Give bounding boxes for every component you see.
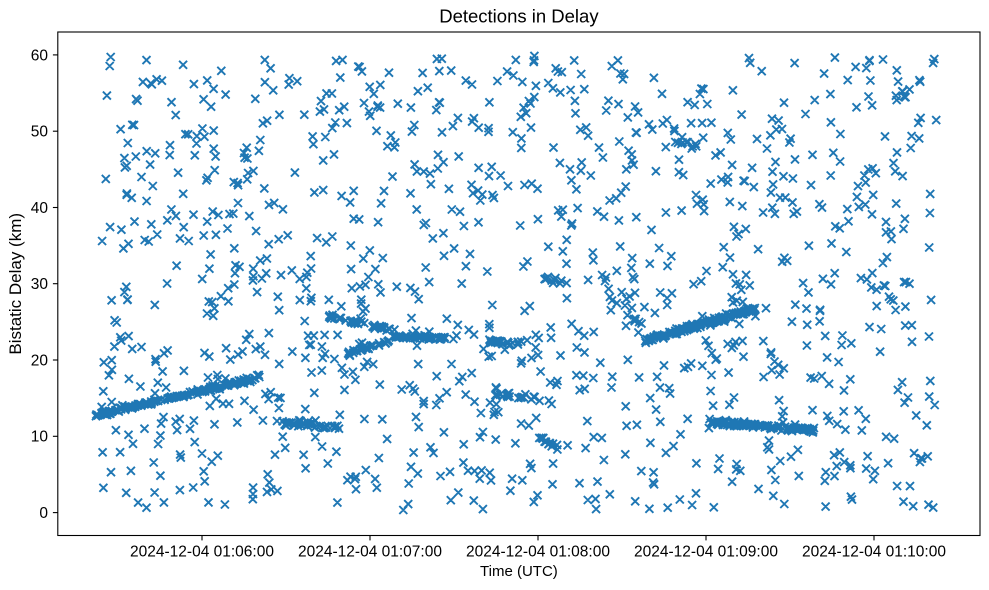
- svg-text:40: 40: [31, 200, 49, 217]
- svg-text:60: 60: [31, 47, 49, 64]
- svg-text:2024-12-04 01:06:00: 2024-12-04 01:06:00: [130, 544, 274, 561]
- svg-text:2024-12-04 01:10:00: 2024-12-04 01:10:00: [802, 544, 946, 561]
- svg-text:2024-12-04 01:07:00: 2024-12-04 01:07:00: [298, 544, 442, 561]
- svg-text:Detections in Delay: Detections in Delay: [439, 6, 599, 27]
- svg-text:30: 30: [31, 276, 49, 293]
- svg-text:2024-12-04 01:09:00: 2024-12-04 01:09:00: [634, 544, 778, 561]
- svg-text:Bistatic Delay (km): Bistatic Delay (km): [6, 213, 25, 355]
- svg-text:2024-12-04 01:08:00: 2024-12-04 01:08:00: [466, 544, 610, 561]
- svg-text:0: 0: [39, 505, 48, 522]
- svg-text:Time (UTC): Time (UTC): [480, 563, 558, 580]
- svg-text:50: 50: [31, 124, 49, 141]
- svg-text:20: 20: [31, 352, 49, 369]
- svg-text:10: 10: [31, 429, 49, 446]
